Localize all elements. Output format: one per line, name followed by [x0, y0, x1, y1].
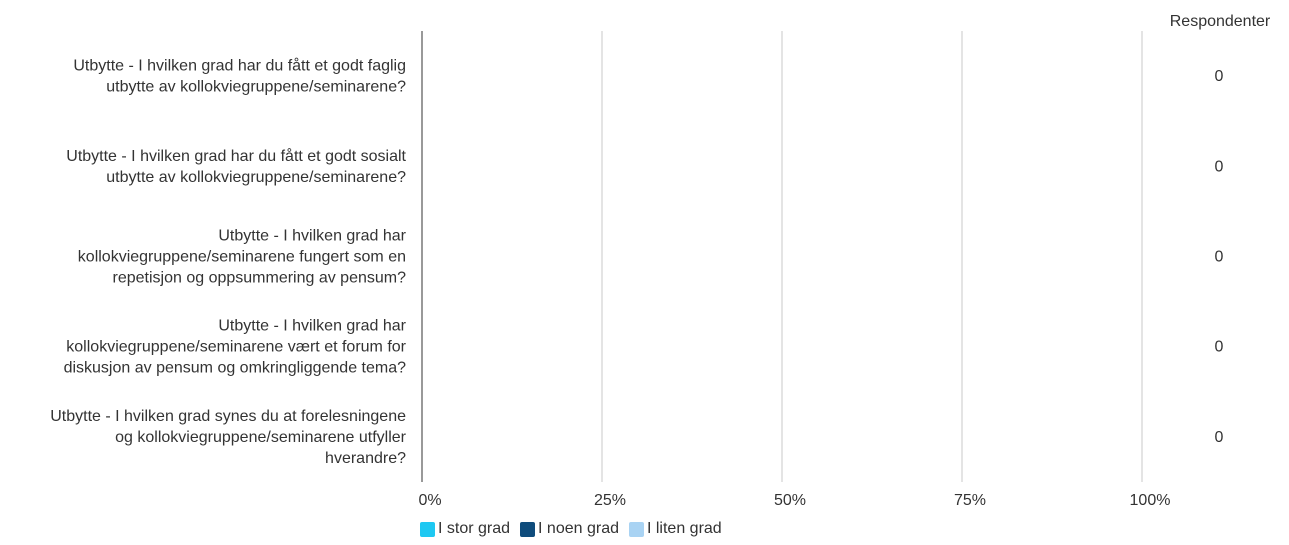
- x-tick-label: 50%: [774, 492, 806, 509]
- x-tick-label: 25%: [594, 492, 626, 509]
- legend-label-i-liten-grad: I liten grad: [646, 520, 722, 537]
- category-label-line: Utbytte - I hvilken grad har: [218, 228, 406, 245]
- category-label-line: hverandre?: [325, 450, 406, 467]
- x-tick-label: 100%: [1130, 492, 1171, 509]
- respondent-count: 0: [1215, 68, 1224, 85]
- category-label: Utbytte - I hvilken grad synes du at for…: [50, 408, 406, 467]
- category-label-line: utbytte av kollokviegruppene/seminarene?: [106, 79, 406, 96]
- category-label-line: kollokviegruppene/seminarene fungert som…: [78, 249, 406, 266]
- category-label-line: utbytte av kollokviegruppene/seminarene?: [106, 169, 406, 186]
- respondent-count: 0: [1215, 158, 1224, 175]
- respondents-header: Respondenter: [1170, 13, 1271, 30]
- legend-label-i-stor-grad: I stor grad: [438, 520, 511, 537]
- respondent-count: 0: [1215, 339, 1224, 356]
- category-label-line: og kollokviegruppene/seminarene utfyller: [115, 429, 407, 446]
- category-label-line: kollokviegruppene/seminarene vært et for…: [66, 339, 406, 356]
- x-tick-label: 0%: [418, 492, 441, 509]
- category-label: Utbytte - I hvilken grad har du fått et …: [66, 147, 406, 186]
- category-label-line: Utbytte - I hvilken grad har du fått et …: [73, 57, 406, 75]
- category-label-line: Utbytte - I hvilken grad har du fått et …: [66, 147, 406, 165]
- legend-label-i-noen-grad: I noen grad: [538, 520, 619, 537]
- category-label-line: Utbytte - I hvilken grad synes du at for…: [50, 408, 406, 425]
- legend-item-i-liten-grad[interactable]: I liten grad: [628, 520, 722, 538]
- chart-legend: I stor grad I noen grad I liten grad: [420, 520, 722, 538]
- legend-item-i-noen-grad[interactable]: I noen grad: [520, 520, 619, 538]
- x-tick-label: 75%: [954, 492, 986, 509]
- category-label-line: Utbytte - I hvilken grad har: [218, 318, 406, 335]
- legend-swatch-i-noen-grad: [520, 521, 536, 537]
- category-label-line: repetisjon og oppsummering av pensum?: [113, 270, 407, 287]
- category-label: Utbytte - I hvilken grad har kollokviegru…: [64, 318, 407, 377]
- legend-swatch-i-liten-grad: [628, 521, 644, 537]
- legend-swatch-i-stor-grad: [420, 521, 435, 537]
- category-label-line: diskusjon av pensum og omkringliggende t…: [64, 360, 407, 377]
- respondent-count: 0: [1215, 249, 1224, 266]
- category-label: Utbytte - I hvilken grad har kollokviegru…: [78, 228, 407, 287]
- respondent-count: 0: [1215, 429, 1224, 446]
- legend-item-i-stor-grad[interactable]: I stor grad: [420, 520, 510, 538]
- category-label: Utbytte - I hvilken grad har du fått et …: [73, 57, 406, 96]
